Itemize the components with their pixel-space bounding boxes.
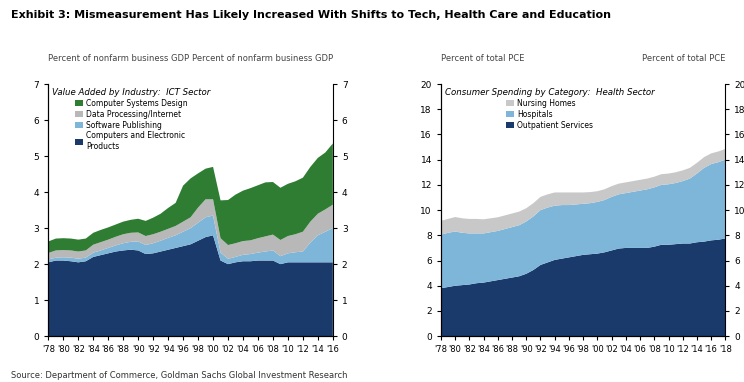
Text: Exhibit 3: Mismeasurement Has Likely Increased With Shifts to Tech, Health Care : Exhibit 3: Mismeasurement Has Likely Inc… [11, 10, 611, 19]
Text: Percent of nonfarm business GDP: Percent of nonfarm business GDP [192, 53, 333, 63]
Text: Percent of nonfarm business GDP: Percent of nonfarm business GDP [48, 53, 190, 63]
Text: Source: Department of Commerce, Goldman Sachs Global Investment Research: Source: Department of Commerce, Goldman … [11, 371, 347, 380]
Legend: Computer Systems Design, Data Processing/Internet, Software Publishing, Computer: Computer Systems Design, Data Processing… [52, 88, 211, 151]
Text: Percent of total PCE: Percent of total PCE [642, 53, 725, 63]
Legend: Nursing Homes, Hospitals, Outpatient Services: Nursing Homes, Hospitals, Outpatient Ser… [445, 88, 655, 129]
Text: Percent of total PCE: Percent of total PCE [441, 53, 525, 63]
